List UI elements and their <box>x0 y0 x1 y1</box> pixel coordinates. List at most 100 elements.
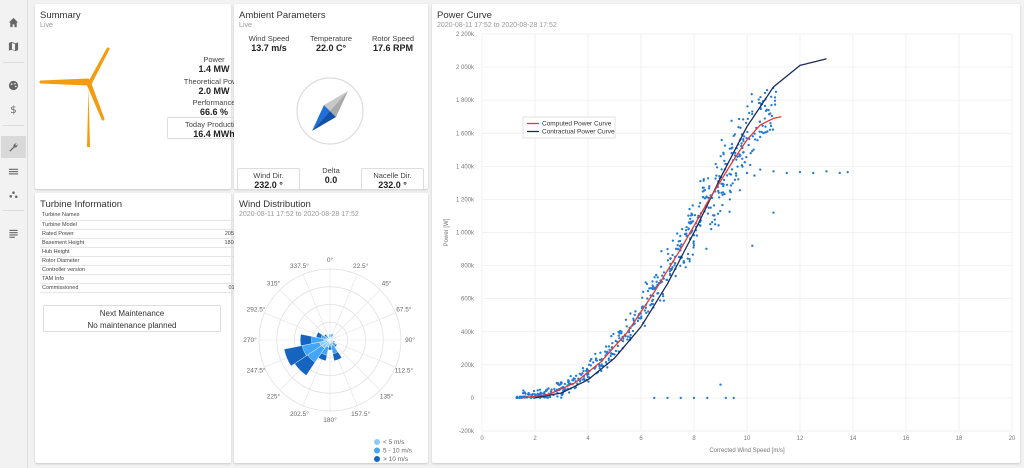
measured-point <box>749 152 752 155</box>
measured-point <box>655 280 658 283</box>
measured-point <box>581 366 585 370</box>
map-nav-button[interactable] <box>1 35 26 57</box>
x-tick-label: 20 <box>1009 436 1016 442</box>
measured-point <box>651 299 654 303</box>
measured-point <box>763 117 766 120</box>
measured-point <box>522 389 525 392</box>
sidebar-divider <box>3 210 24 211</box>
measured-point <box>524 392 527 395</box>
performance-readout: Performance 66.6 % <box>167 98 261 117</box>
measured-point <box>750 93 753 96</box>
measured-point <box>606 366 609 369</box>
x-axis-label: Corrected Wind Speed [m/s] <box>709 448 785 454</box>
measured-point <box>616 344 620 348</box>
measured-point <box>518 396 521 399</box>
measured-point <box>753 138 757 141</box>
measured-point <box>723 144 727 147</box>
measured-point <box>692 244 696 247</box>
power-curve-chart: -200k 0 200k 400k 600k 800k 1 000k 1 200k 1 400k… <box>444 32 1016 454</box>
measured-point <box>632 317 635 320</box>
measured-point <box>762 131 765 135</box>
measured-point <box>687 221 691 224</box>
measured-point <box>746 130 749 134</box>
measured-point <box>629 312 632 315</box>
sidebar-divider <box>3 62 24 63</box>
measured-point <box>653 276 656 279</box>
delta-readout: Delta 0.0 <box>299 166 363 185</box>
measured-point <box>707 187 711 190</box>
x-tick-label: 14 <box>850 436 857 442</box>
measured-point <box>691 220 695 223</box>
turbine-info-value <box>164 265 258 276</box>
measured-point <box>678 239 682 243</box>
measured-point <box>737 125 740 129</box>
notes-nav-button[interactable] <box>1 222 26 244</box>
measured-point <box>590 357 593 361</box>
measured-point <box>634 310 637 313</box>
measured-point <box>636 319 640 322</box>
x-tick-label: 16 <box>903 436 910 442</box>
scatter-nav-button[interactable] <box>1 183 26 205</box>
measured-point <box>770 114 774 118</box>
maintenance-nav-button[interactable] <box>1 136 26 158</box>
y-tick-label: 1 000k <box>456 231 475 237</box>
measured-point <box>825 170 828 173</box>
measured-point <box>687 228 690 231</box>
palette-nav-button[interactable] <box>1 74 26 96</box>
measured-point <box>735 158 738 161</box>
measured-point <box>549 390 553 393</box>
measured-point <box>714 177 717 180</box>
measured-point <box>729 184 733 187</box>
measured-point <box>680 243 683 246</box>
wind-rose-spoke <box>329 289 381 341</box>
wind-rose-direction-label: 90° <box>405 336 415 344</box>
measured-point <box>585 369 588 373</box>
wind-rose-legend-label: > 10 m/s <box>383 456 409 463</box>
measured-point <box>692 242 695 245</box>
measured-point <box>610 334 613 338</box>
measured-point <box>846 170 849 174</box>
power-value: 1.4 MW <box>198 64 230 74</box>
wind-rose-direction-label: 112.5° <box>395 367 414 375</box>
measured-point <box>618 336 621 340</box>
measured-point <box>752 148 755 151</box>
measured-point <box>751 110 754 113</box>
measured-point <box>757 98 760 101</box>
measured-point <box>768 128 772 131</box>
measured-point <box>772 170 775 173</box>
measured-point <box>744 121 748 125</box>
list-nav-button[interactable] <box>1 160 26 182</box>
measured-point <box>533 393 536 396</box>
measured-point <box>719 209 722 213</box>
measured-point <box>730 147 733 150</box>
measured-point <box>578 372 581 375</box>
turbine-info-key: Turbine Names <box>40 211 165 221</box>
measured-point <box>698 201 702 205</box>
measured-point <box>521 392 525 395</box>
wind-rose-direction-label: 202.5° <box>290 410 309 418</box>
wind-rose-spoke <box>279 289 331 341</box>
measured-point <box>567 391 571 394</box>
dollar-icon: $ <box>10 105 16 115</box>
legend-label: Contractual Power Curve <box>542 129 615 136</box>
x-tick-label: 6 <box>639 436 643 442</box>
measured-point <box>578 380 582 383</box>
turbine-info-key: Commissioned <box>40 283 165 294</box>
home-nav-button[interactable] <box>1 11 26 33</box>
measured-point <box>669 257 672 260</box>
measured-point <box>688 258 691 261</box>
measured-point <box>731 182 734 185</box>
measured-point <box>742 151 745 154</box>
measured-point <box>798 170 802 174</box>
measured-point <box>746 117 749 121</box>
measured-point <box>599 351 602 354</box>
measured-point <box>769 112 772 115</box>
cost-nav-button[interactable]: $ <box>1 98 26 120</box>
measured-point <box>547 387 550 390</box>
wrench-icon <box>9 142 18 152</box>
measured-point <box>710 227 713 231</box>
performance-label: Performance <box>192 98 236 107</box>
measured-point <box>767 109 770 112</box>
legend-label: Computed Power Curve <box>542 121 612 128</box>
measured-point <box>706 177 710 180</box>
